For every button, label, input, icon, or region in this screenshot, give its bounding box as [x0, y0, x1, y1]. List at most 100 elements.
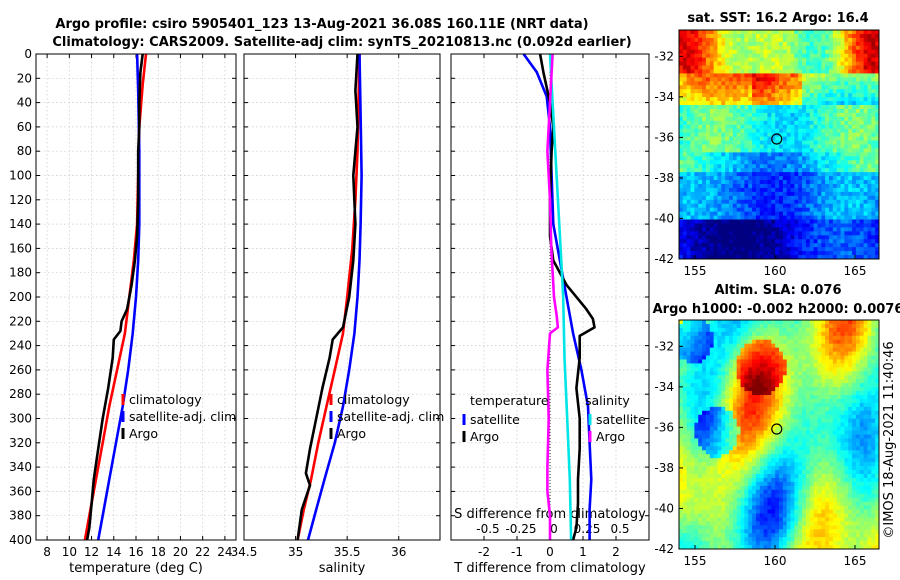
- heatmap-cell: [794, 180, 799, 185]
- heatmap-cell: [786, 402, 792, 408]
- heatmap-cell: [786, 434, 792, 439]
- heatmap-cell: [867, 124, 872, 130]
- heatmap-cell: [848, 223, 853, 228]
- heatmap-cell: [855, 320, 861, 325]
- heatmap-cell: [852, 438, 857, 443]
- heatmap-cell: [829, 183, 834, 189]
- heatmap-cell: [763, 387, 768, 392]
- heatmap-cell: [817, 347, 822, 353]
- heatmap-cell: [705, 422, 711, 428]
- heatmap-cell: [767, 156, 772, 161]
- heatmap-cell: [682, 320, 688, 325]
- heatmap-cell: [744, 33, 749, 39]
- heatmap-cell: [729, 37, 734, 43]
- heatmap-cell: [790, 156, 795, 161]
- heatmap-cell: [836, 383, 842, 388]
- heatmap-cell: [732, 414, 738, 420]
- heatmap-cell: [844, 231, 849, 236]
- heatmap-cell: [698, 164, 703, 169]
- heatmap-cell: [863, 243, 868, 248]
- heatmap-cell: [825, 144, 830, 149]
- heatmap-cell: [867, 219, 872, 224]
- heatmap-cell: [794, 418, 799, 424]
- heatmap-cell: [736, 176, 742, 181]
- heatmap-cell: [686, 320, 692, 325]
- heatmap-cell: [836, 255, 842, 260]
- heatmap-cell: [755, 33, 761, 39]
- heatmap-cell: [732, 183, 738, 189]
- heatmap-cell: [771, 398, 776, 404]
- heatmap-cell: [721, 183, 726, 189]
- heatmap-cell: [775, 371, 780, 376]
- heatmap-cell: [875, 355, 880, 360]
- heatmap-cell: [794, 347, 799, 353]
- heatmap-cell: [794, 77, 799, 82]
- heatmap-cell: [690, 45, 695, 51]
- heatmap-cell: [805, 391, 811, 396]
- heatmap-cell: [809, 375, 815, 380]
- heatmap-cell: [775, 41, 780, 47]
- heatmap-cell: [740, 112, 745, 118]
- heatmap-cell: [694, 49, 699, 55]
- heatmap-cell: [871, 65, 876, 70]
- heatmap-cell: [836, 387, 842, 392]
- heatmap-cell: [825, 359, 830, 364]
- lat-tick-label: -32: [654, 49, 674, 63]
- heatmap-cell: [848, 375, 853, 380]
- heatmap-cell: [863, 434, 868, 439]
- heatmap-cell: [871, 152, 876, 157]
- lat-tick-label: -42: [654, 252, 674, 266]
- heatmap-cell: [755, 363, 761, 368]
- heatmap-cell: [802, 144, 807, 149]
- heatmap-cell: [779, 105, 784, 110]
- heatmap-cell: [763, 164, 768, 169]
- heatmap-cell: [817, 164, 822, 169]
- heatmap-cell: [790, 180, 795, 185]
- heatmap-cell: [867, 30, 872, 35]
- heatmap-cell: [863, 41, 868, 47]
- heatmap-cell: [721, 339, 726, 345]
- heatmap-cell: [717, 320, 722, 325]
- heatmap-cell: [690, 105, 695, 110]
- heatmap-cell: [863, 251, 868, 256]
- heatmap-cell: [759, 120, 765, 126]
- heatmap-cell: [713, 335, 718, 341]
- heatmap-cell: [809, 379, 815, 384]
- heatmap-cell: [848, 172, 853, 177]
- heatmap-cell: [817, 97, 822, 102]
- heatmap-cell: [736, 251, 742, 256]
- heatmap-cell: [852, 402, 857, 408]
- heatmap-cell: [744, 140, 749, 145]
- heatmap-cell: [782, 395, 788, 400]
- heatmap-cell: [702, 73, 707, 78]
- heatmap-cell: [863, 398, 868, 404]
- heatmap-cell: [790, 335, 795, 341]
- heatmap-cell: [802, 207, 807, 213]
- heatmap-cell: [740, 395, 745, 400]
- heatmap-cell: [863, 371, 868, 376]
- heatmap-cell: [790, 414, 795, 420]
- heatmap-cell: [705, 320, 711, 325]
- heatmap-cell: [686, 105, 692, 110]
- heatmap-cell: [744, 363, 749, 368]
- heatmap-cell: [744, 207, 749, 213]
- heatmap-cell: [686, 61, 692, 67]
- heatmap-cell: [686, 140, 692, 145]
- heatmap-cell: [821, 120, 826, 126]
- heatmap-cell: [805, 243, 811, 248]
- heatmap-cell: [840, 235, 845, 240]
- heatmap-cell: [736, 191, 742, 197]
- heatmap-cell: [802, 33, 807, 39]
- heatmap-cell: [852, 327, 857, 333]
- heatmap-cell: [717, 379, 722, 384]
- heatmap-cell: [836, 112, 842, 118]
- heatmap-cell: [825, 156, 830, 161]
- heatmap-cell: [832, 89, 838, 94]
- heatmap-cell: [694, 402, 699, 408]
- heatmap-cell: [840, 414, 845, 420]
- heatmap-cell: [809, 247, 815, 252]
- heatmap-cell: [840, 430, 845, 435]
- heatmap-cell: [844, 89, 849, 94]
- heatmap-cell: [855, 351, 861, 357]
- heatmap-cell: [725, 398, 730, 404]
